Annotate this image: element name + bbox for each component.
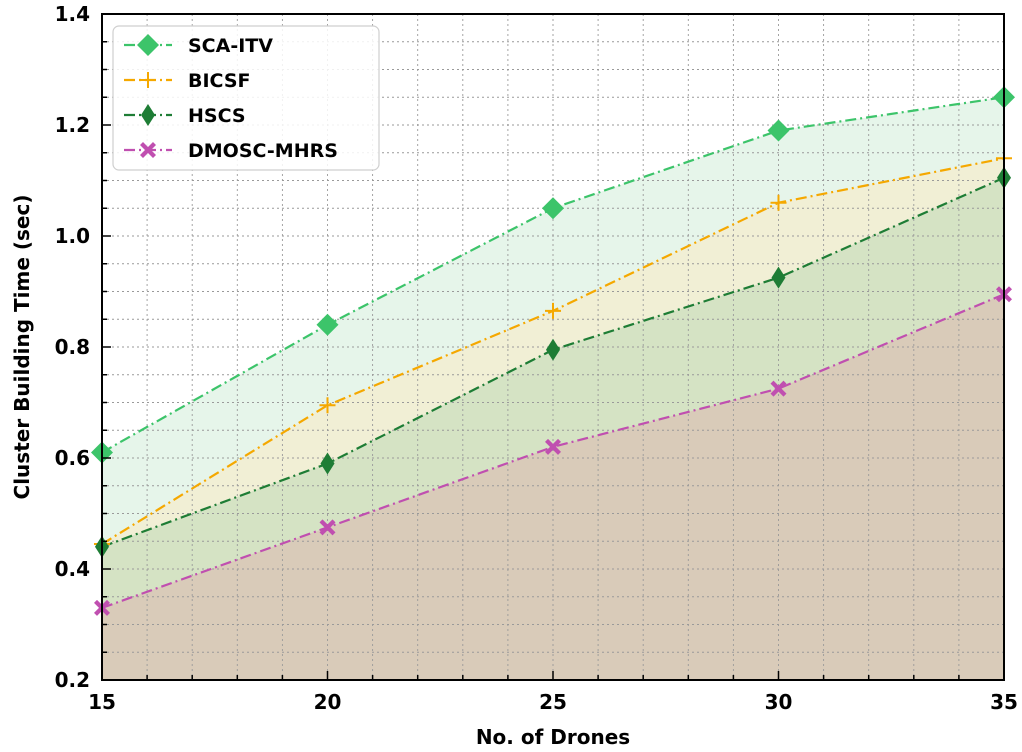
series-markers	[91, 86, 1015, 616]
x-tick-label: 35	[990, 690, 1018, 714]
legend-label: BICSF	[188, 70, 251, 92]
x-tick-label: 15	[88, 690, 116, 714]
legend-label: DMOSC-MHRS	[188, 140, 338, 162]
x-tick-label: 20	[314, 690, 342, 714]
x-tick-label: 30	[765, 690, 793, 714]
legend-label: SCA-ITV	[188, 35, 273, 57]
y-tick-label: 1.0	[55, 224, 90, 248]
data-point	[771, 266, 786, 289]
data-point	[545, 438, 561, 455]
data-point	[140, 72, 156, 88]
data-point	[140, 142, 156, 158]
data-point	[767, 119, 790, 142]
legend: SCA-ITV BICSF HSCS DMOSC-MHRS	[112, 25, 380, 171]
data-point	[316, 313, 339, 336]
y-tick-label: 0.2	[55, 668, 90, 692]
data-point	[320, 452, 335, 475]
grid	[102, 14, 1004, 680]
y-tick-label: 1.4	[55, 2, 90, 26]
data-point	[137, 34, 159, 56]
y-tick-label: 1.2	[55, 113, 90, 137]
data-point	[546, 338, 560, 361]
y-tick-label: 0.4	[55, 557, 90, 581]
data-point	[319, 397, 336, 414]
data-point	[770, 194, 787, 211]
x-axis-label: No. of Drones	[476, 725, 630, 749]
legend-box	[112, 25, 380, 171]
x-tick-label: 25	[539, 690, 567, 714]
data-point	[770, 380, 787, 397]
y-axis-label: Cluster Building Time (sec)	[10, 195, 34, 500]
legend-label: HSCS	[188, 105, 246, 127]
y-tick-labels: 0.2 0.4 0.6 0.8 1.0 1.2 1.4	[55, 2, 90, 692]
y-tick-label: 0.8	[55, 335, 90, 359]
data-point	[319, 519, 336, 536]
y-tick-label: 0.6	[55, 446, 90, 470]
data-point	[141, 104, 155, 126]
x-tick-labels: 15 20 25 30 35	[88, 690, 1018, 714]
data-point	[542, 197, 564, 220]
axis-ticks	[101, 13, 1005, 681]
data-point	[545, 302, 561, 319]
